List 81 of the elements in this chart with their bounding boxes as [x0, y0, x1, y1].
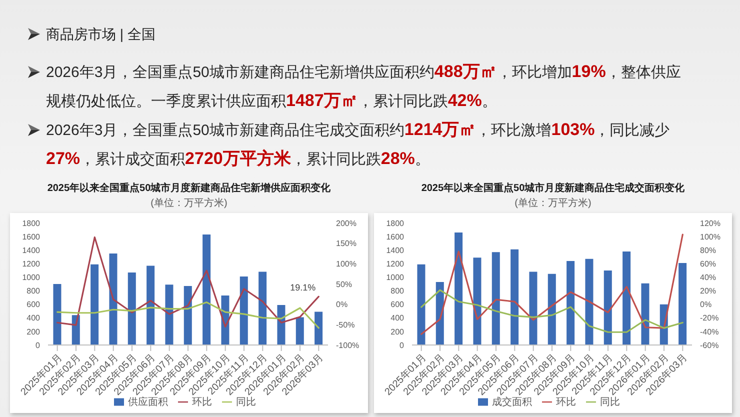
bar: [258, 272, 267, 345]
text: 2026年3月，全国重点50城市新建商品住宅新增供应面积约488万㎡，环比增加19%，整体供应规模仍处低位。一季度累计供应面积1487万㎡，累计同比跌42%。: [46, 62, 681, 110]
y-tick-label: 1000: [22, 273, 41, 282]
bar: [146, 266, 155, 345]
y-tick-label: 1600: [22, 232, 41, 242]
bar: [202, 234, 211, 345]
y-tick-label: 200: [26, 327, 41, 336]
line-series: [56, 302, 320, 329]
y2-tick-label: 100%: [700, 232, 720, 242]
bar: [90, 264, 99, 345]
legend-label: 供应面积: [128, 397, 168, 408]
y2-tick-label: 0%: [336, 300, 348, 310]
bar: [622, 251, 631, 345]
bar: [454, 232, 463, 345]
line-series: [56, 236, 320, 328]
bar: [184, 286, 192, 345]
y-tick-label: 1200: [386, 260, 405, 269]
chart-subtitle: (单位：万平方米): [150, 197, 228, 210]
y2-tick-label: 50%: [336, 280, 352, 289]
y2-tick-label: -60%: [700, 340, 719, 350]
y2-tick-label: -50%: [336, 320, 355, 330]
bar: [604, 270, 612, 345]
legend-label: 环比: [556, 397, 576, 408]
bar: [53, 284, 62, 345]
line-series: [420, 289, 684, 333]
chart-subtitle: (单位：万平方米): [514, 197, 592, 210]
legend-label: 同比: [600, 397, 620, 408]
text: 商品房市场 | 全国: [46, 25, 156, 44]
bar: [529, 272, 538, 345]
y2-tick-label: -100%: [336, 340, 360, 350]
legend-label: 环比: [192, 397, 212, 408]
bar: [473, 258, 482, 345]
y-tick-label: 0: [400, 340, 405, 350]
y2-tick-label: 40%: [700, 273, 716, 282]
y-tick-label: 1400: [386, 246, 405, 255]
line-series: [420, 234, 684, 335]
chart-title: 2025年以来全国重点50城市月度新建商品住宅新增供应面积变化: [46, 182, 332, 196]
y-tick-label: 1400: [22, 246, 41, 255]
bar: [165, 284, 174, 345]
y-tick-label: 800: [390, 286, 405, 296]
y2-tick-label: -40%: [700, 327, 719, 336]
bar: [641, 283, 650, 345]
y-tick-label: 600: [390, 300, 405, 310]
y-tick-label: 400: [26, 314, 41, 323]
bar: [492, 252, 500, 345]
bar: [510, 249, 519, 345]
y-tick-label: 1600: [386, 232, 405, 242]
data-label: 19.1%: [290, 282, 316, 293]
bar: [566, 260, 575, 345]
y-tick-label: 400: [390, 314, 405, 323]
y2-tick-label: 100%: [336, 260, 356, 269]
bar: [678, 262, 687, 345]
y2-tick-label: 0%: [700, 300, 712, 310]
y-tick-label: 1800: [22, 218, 41, 228]
y2-tick-label: -20%: [700, 314, 719, 323]
bar: [314, 312, 323, 345]
bar: [277, 305, 286, 345]
y-tick-label: 800: [26, 286, 41, 296]
y2-tick-label: 200%: [336, 218, 356, 228]
y2-tick-label: 60%: [700, 260, 716, 269]
y-tick-label: 1200: [22, 260, 41, 269]
y-tick-label: 200: [390, 327, 405, 336]
y-tick-label: 0: [36, 340, 41, 350]
y2-tick-label: 80%: [700, 246, 716, 255]
bar: [109, 254, 118, 345]
legend-label: 成交面积: [492, 397, 532, 408]
y2-tick-label: 120%: [700, 218, 720, 228]
text: 2026年3月，全国重点50城市新建商品住宅成交面积约1214万㎡，环比激增103%，同比减少27%，累计成交面积2720万平方米，累计同比跌28%。: [46, 120, 670, 168]
legend-label: 同比: [236, 397, 256, 408]
y-tick-label: 1000: [386, 273, 405, 282]
bar: [417, 264, 426, 345]
bar: [548, 274, 556, 345]
y-tick-label: 1800: [386, 218, 405, 228]
bar: [585, 258, 594, 345]
bar: [240, 276, 248, 345]
bar: [128, 272, 136, 345]
y-tick-label: 600: [26, 300, 41, 310]
chart-title: 2025年以来全国重点50城市月度新建商品住宅成交面积变化: [420, 182, 686, 196]
bar: [296, 317, 304, 345]
y2-tick-label: 20%: [700, 286, 716, 296]
y2-tick-label: 150%: [336, 239, 356, 248]
